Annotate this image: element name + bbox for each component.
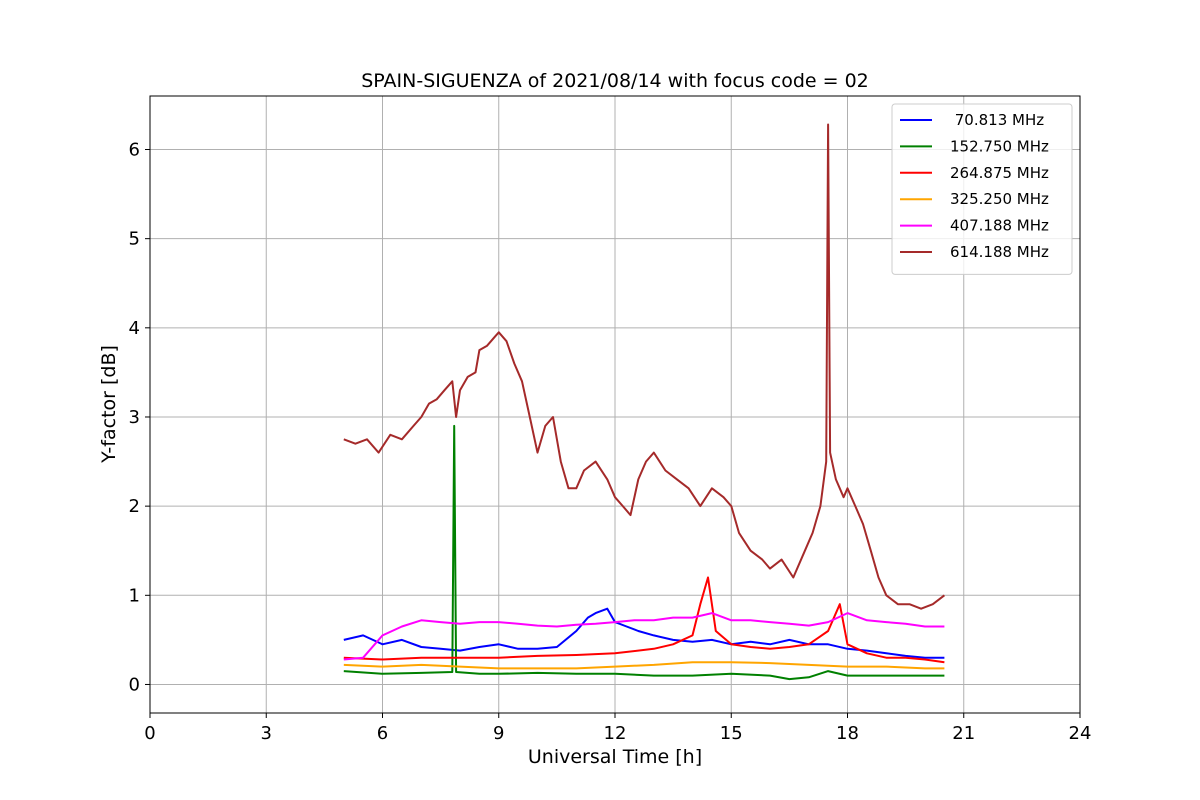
y-tick-label: 0	[129, 674, 140, 695]
x-tick-label: 6	[377, 723, 388, 744]
chart-title: SPAIN-SIGUENZA of 2021/08/14 with focus …	[361, 70, 869, 92]
legend-label: 70.813 MHz	[950, 111, 1044, 129]
y-tick-label: 6	[129, 139, 140, 160]
legend: 70.813 MHz 152.750 MHz 264.875 MHz 325.250 …	[891, 103, 1073, 275]
x-tick-label: 18	[836, 723, 859, 744]
legend-box	[891, 103, 1073, 275]
y-tick-label: 4	[129, 318, 140, 339]
x-axis-label: Universal Time [h]	[528, 746, 702, 768]
series-line-0	[343, 607, 945, 659]
x-tick-label: 3	[261, 723, 272, 744]
legend-label: 264.875 MHz	[950, 164, 1049, 182]
series-line-4	[343, 612, 945, 661]
x-tick-label: 24	[1069, 723, 1092, 744]
y-tick-label: 2	[129, 496, 140, 517]
y-tick-label: 3	[129, 407, 140, 428]
x-tick-label: 9	[493, 723, 504, 744]
series-line-2	[343, 576, 945, 664]
x-tick-label: 0	[144, 723, 155, 744]
series-line-5	[343, 123, 946, 610]
legend-label: 325.250 MHz	[950, 190, 1049, 208]
y-tick-label: 5	[129, 229, 140, 250]
series-line-3	[343, 661, 945, 670]
y-tick-label: 1	[129, 585, 140, 606]
legend-label: 614.188 MHz	[950, 243, 1049, 261]
legend-label: 152.750 MHz	[950, 137, 1049, 155]
series-layer	[343, 123, 946, 681]
x-tick-label: 21	[952, 723, 975, 744]
y-axis-label: Y-factor [dB]	[98, 345, 120, 464]
x-tick-label: 12	[604, 723, 627, 744]
legend-label: 407.188 MHz	[950, 217, 1049, 235]
series-line-1	[343, 424, 945, 681]
x-tick-label: 15	[720, 723, 743, 744]
